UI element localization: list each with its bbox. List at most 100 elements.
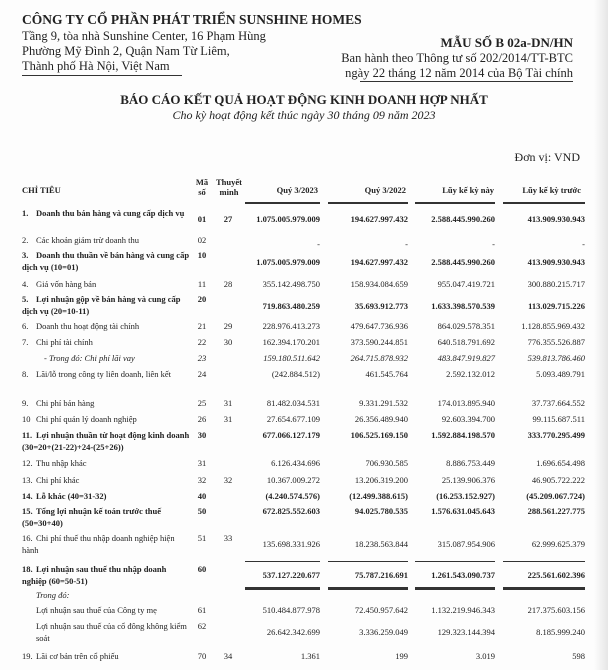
company-address-line-1: Tầng 9, tòa nhà Sunshine Center, 16 Phạm… <box>22 29 266 43</box>
row-number: 16. <box>22 533 33 543</box>
value-q3-2022: 13.206.319.200 <box>354 475 408 485</box>
value-q3-2023: (242.884.512) <box>271 369 320 379</box>
row-note: 33 <box>223 533 233 543</box>
row-note: 29 <box>223 321 233 331</box>
value-ytd: - <box>492 239 495 249</box>
value-ytd: 1.633.398.570.539 <box>431 301 495 311</box>
value-q3-2023: 27.654.677.109 <box>266 414 320 424</box>
value-q3-2022: 199 <box>395 651 408 661</box>
row-label-text: Lợi nhuận sau thuế thu nhập doanh nghiệp… <box>22 564 167 586</box>
row-label: 15. Tổng lợi nhuận kế toán trước thuế (50… <box>22 505 190 529</box>
row-label-text: Doanh thu hoạt động tài chính <box>36 321 140 331</box>
value-ytd: (16.253.152.927) <box>436 491 495 501</box>
header-rule <box>415 202 495 204</box>
value-ytd-prev: 62.999.625.379 <box>531 539 585 549</box>
row-number: 13. <box>22 475 33 485</box>
row-note: 30 <box>223 337 233 347</box>
value-ytd: 25.139.906.376 <box>441 475 495 485</box>
value-q3-2022: 479.647.736.936 <box>350 321 408 331</box>
row-label: 6. Doanh thu hoạt động tài chính <box>22 320 190 332</box>
row-number: 15. <box>22 506 33 516</box>
row-label-text: Thu nhập khác <box>36 458 87 468</box>
row-label: 12. Thu nhập khác <box>22 457 190 469</box>
value-ytd-prev: 300.880.215.717 <box>527 279 585 289</box>
row-label-text: Chi phí tài chính <box>36 337 93 347</box>
row-code: 32 <box>197 475 207 485</box>
value-ytd: 129.323.144.394 <box>437 627 495 637</box>
value-ytd: 1.592.884.198.570 <box>431 430 495 440</box>
value-q3-2022: - <box>405 239 408 249</box>
row-code: 23 <box>197 353 207 363</box>
header-ytd: Lũy kế kỳ này <box>442 185 494 195</box>
value-q3-2023: 672.825.552.603 <box>262 506 320 516</box>
subtotal-rule <box>503 561 585 562</box>
company-name: CÔNG TY CỔ PHẦN PHÁT TRIỂN SUNSHINE HOME… <box>22 12 362 27</box>
row-code: 11 <box>197 279 207 289</box>
value-ytd: 3.019 <box>475 651 495 661</box>
value-q3-2023: 26.642.342.699 <box>266 627 320 637</box>
value-ytd-prev: 413.909.930.943 <box>527 214 585 224</box>
row-note: 32 <box>223 475 233 485</box>
value-ytd: 315.087.954.906 <box>437 539 495 549</box>
row-label-text: Chi phí khác <box>36 475 80 485</box>
value-q3-2022: 94.025.780.535 <box>354 506 408 516</box>
row-code: 60 <box>197 564 207 574</box>
row-code: 70 <box>197 651 207 661</box>
value-ytd-prev: 333.770.295.499 <box>527 430 585 440</box>
value-q3-2022: 264.715.878.932 <box>350 353 408 363</box>
value-ytd: 1.576.631.045.643 <box>431 506 495 516</box>
row-label-text: Lợi nhuận sau thuế của Công ty mẹ <box>36 605 157 615</box>
header-underline-left <box>22 75 182 76</box>
row-label-text: Giá vốn hàng bán <box>36 279 97 289</box>
header-rule <box>503 202 585 204</box>
row-code: 24 <box>197 369 207 379</box>
value-ytd-prev: 113.029.715.226 <box>528 301 585 311</box>
value-ytd: 1.132.219.946.343 <box>431 605 495 615</box>
row-label-text: Lỗ khác (40=31-32) <box>36 491 107 501</box>
total-rule <box>328 587 408 590</box>
row-note: 31 <box>223 398 233 408</box>
value-ytd: 1.261.543.090.737 <box>431 570 495 580</box>
row-label-text: Trong đó: <box>36 590 70 600</box>
row-label: - Trong đó: Chi phí lãi vay <box>22 352 190 364</box>
value-q3-2022: 9.331.291.532 <box>359 398 408 408</box>
value-ytd: 640.518.791.692 <box>437 337 495 347</box>
header-item: CHỈ TIÊU <box>22 185 61 195</box>
value-q3-2023: 135.698.331.926 <box>262 539 320 549</box>
value-ytd-prev: (45.209.067.724) <box>526 491 585 501</box>
total-rule <box>503 587 585 590</box>
form-code: MẪU SỐ B 02a-DN/HN <box>440 35 573 50</box>
row-label: 11. Lợi nhuận thuần từ hoạt động kinh doa… <box>22 429 190 453</box>
value-q3-2023: 537.127.220.677 <box>262 570 320 580</box>
row-code: 50 <box>197 506 207 516</box>
row-label: 9. Chi phí bán hàng <box>22 397 190 409</box>
value-ytd: 174.013.895.940 <box>437 398 495 408</box>
row-code: 31 <box>197 458 207 468</box>
value-q3-2022: 35.693.912.773 <box>354 301 408 311</box>
value-q3-2022: 72.450.957.642 <box>354 605 408 615</box>
row-code: 61 <box>197 605 207 615</box>
row-label-text: Doanh thu thuần về bán hàng và cung cấp … <box>22 250 190 272</box>
row-number: 10 <box>22 414 31 424</box>
row-label-text: - Trong đó: Chi phí lãi vay <box>44 353 135 363</box>
row-label-text: Lãi cơ bản trên cổ phiếu <box>36 651 119 661</box>
row-label-text: Doanh thu bán hàng và cung cấp dịch vụ <box>36 208 185 218</box>
value-ytd-prev: 776.355.526.887 <box>527 337 585 347</box>
row-number: 3. <box>22 250 29 260</box>
header-code: Mã số <box>195 177 209 197</box>
value-q3-2022: 373.590.244.851 <box>350 337 408 347</box>
row-label: 18. Lợi nhuận sau thuế thu nhập doanh ngh… <box>22 563 190 587</box>
value-ytd-prev: 8.185.999.240 <box>536 627 585 637</box>
row-code: 30 <box>197 430 207 440</box>
row-label: 1. Doanh thu bán hàng và cung cấp dịch vụ <box>22 207 190 219</box>
row-label: Lợi nhuận sau thuế của cổ đông không kiể… <box>22 620 190 644</box>
row-label: 2. Các khoản giảm trừ doanh thu <box>22 234 190 246</box>
value-ytd-prev: 1.128.855.969.432 <box>521 321 585 331</box>
value-q3-2022: 706.930.585 <box>365 458 409 468</box>
row-label: 4. Giá vốn hàng bán <box>22 278 190 290</box>
value-q3-2023: 81.482.034.531 <box>266 398 320 408</box>
value-q3-2023: 159.180.511.642 <box>263 353 320 363</box>
value-ytd-prev: - <box>582 239 585 249</box>
value-ytd: 92.603.394.700 <box>441 414 495 424</box>
